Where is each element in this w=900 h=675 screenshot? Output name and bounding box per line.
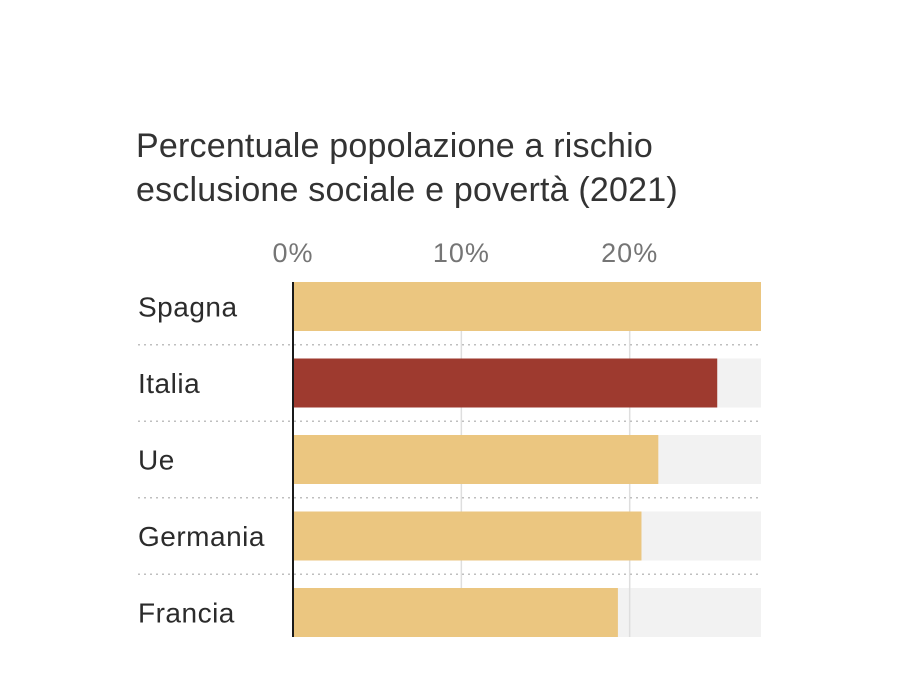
bar-ue	[293, 435, 659, 484]
category-label-francia: Francia	[138, 598, 235, 629]
bar-italia	[293, 358, 718, 408]
category-label-ue: Ue	[138, 445, 175, 476]
bar-spagna	[293, 282, 761, 331]
x-tick-label: 20%	[601, 238, 658, 268]
category-label-spagna: Spagna	[138, 292, 238, 323]
bar-germania	[293, 511, 642, 561]
category-label-germania: Germania	[138, 521, 265, 552]
chart-title-line-1: Percentuale popolazione a rischio	[136, 127, 653, 165]
x-tick-label: 10%	[433, 238, 490, 268]
bar-francia	[293, 588, 618, 637]
x-tick-label: 0%	[272, 238, 313, 268]
category-label-italia: Italia	[138, 368, 200, 399]
chart-title-line-2: esclusione sociale e povertà (2021)	[136, 171, 678, 209]
chart-title: Percentuale popolazione a rischio esclus…	[136, 124, 678, 212]
